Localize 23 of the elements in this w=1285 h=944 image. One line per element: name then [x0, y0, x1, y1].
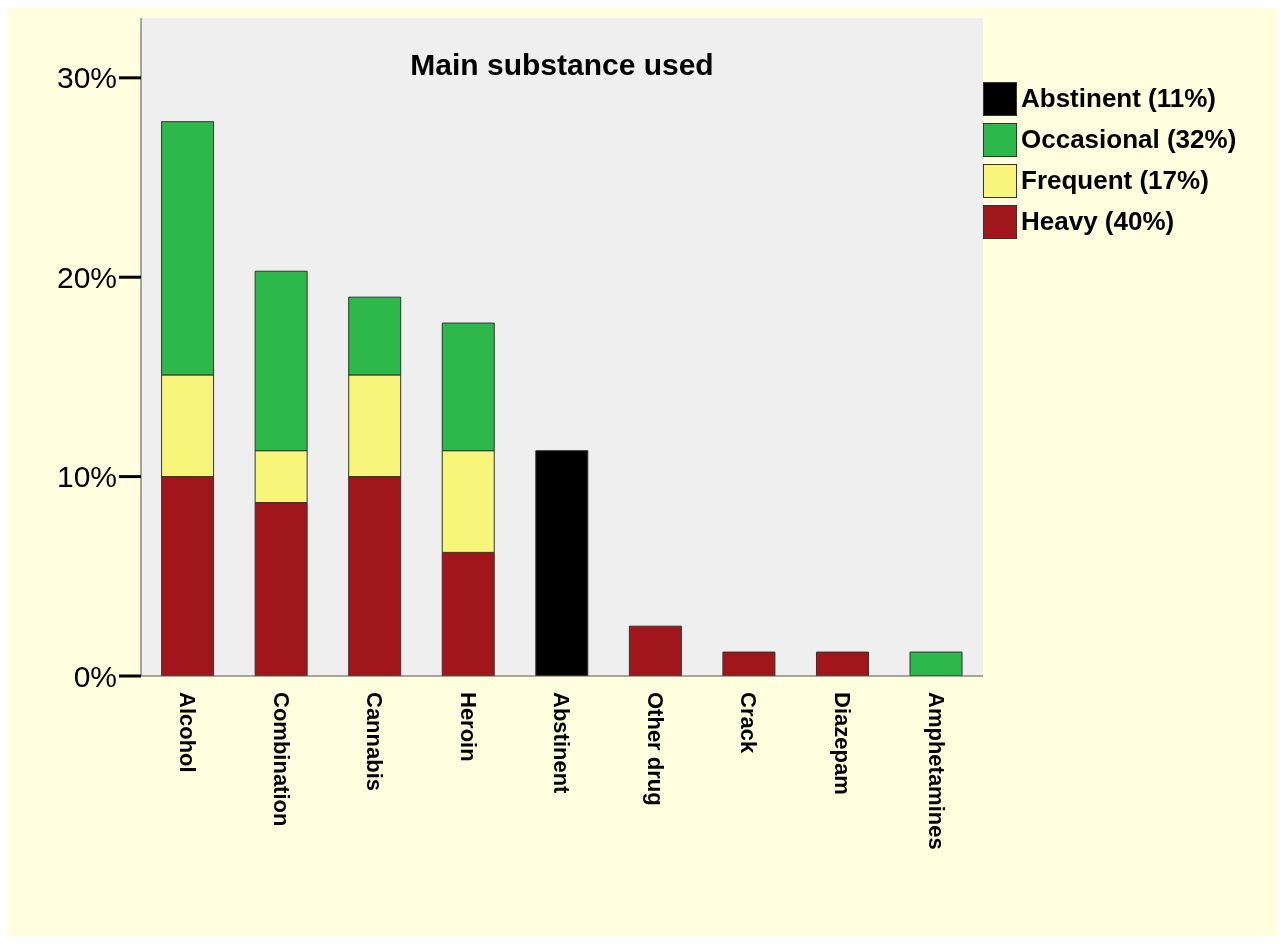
x-tick-label: Alcohol [175, 692, 201, 773]
bar [909, 651, 963, 676]
legend-label: Abstinent (11%) [1021, 83, 1217, 114]
y-tick-label: 20% [56, 260, 117, 294]
x-tick-label: Abstinent [549, 692, 575, 795]
y-tick-label: 30% [56, 61, 117, 95]
y-tick-label: 0% [73, 659, 117, 693]
x-tick-label: Combination [268, 692, 294, 827]
x-tick-label: Amphetamines [923, 692, 949, 850]
bar [722, 651, 776, 676]
legend-label: Heavy (40%) [1021, 206, 1175, 237]
bar [535, 450, 589, 676]
bar [628, 625, 682, 676]
text: Main substance used [409, 48, 715, 82]
legend-label: Occasional (32%) [1021, 124, 1237, 155]
x-tick-label: Heroin [455, 692, 481, 762]
x-tick-label: Diazepam [829, 692, 855, 795]
bar [815, 651, 869, 676]
legend-label: Frequent (17%) [1021, 165, 1209, 196]
x-tick-label: Other drug [642, 692, 668, 806]
x-tick-label: Crack [736, 692, 762, 754]
x-tick-label: Cannabis [362, 692, 388, 792]
y-tick-label: 10% [56, 460, 117, 494]
